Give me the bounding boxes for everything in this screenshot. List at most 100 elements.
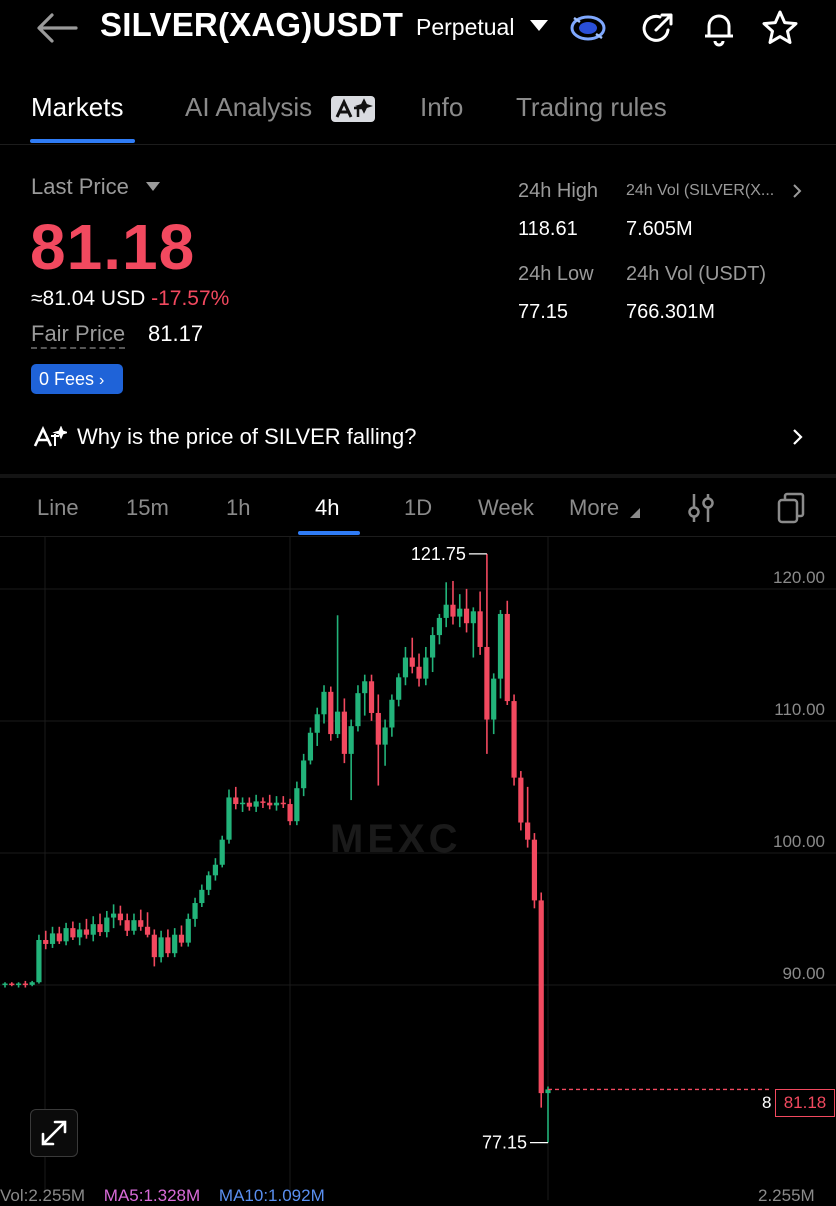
more-corner-icon [630, 508, 640, 518]
active-interval-indicator [298, 531, 360, 535]
bell-icon[interactable] [699, 8, 739, 48]
expand-chart-button[interactable] [30, 1109, 78, 1157]
interval-line[interactable]: Line [37, 495, 79, 520]
low-label: 24h Low [518, 263, 594, 285]
interval-1d[interactable]: 1D [404, 495, 433, 520]
candle-body [525, 822, 531, 840]
candle-body [463, 608, 470, 624]
tab-ai-analysis[interactable]: AI Analysis [185, 92, 313, 122]
expand-icon [41, 1120, 67, 1146]
chart-mode-icon[interactable] [776, 492, 806, 524]
usd-value: ≈81.04 USD [31, 287, 146, 310]
main-tabs: Markets AI Analysis Info Trading rules [0, 82, 836, 145]
candle-body [334, 711, 341, 735]
candle-body [206, 875, 212, 890]
candle-body [430, 635, 436, 658]
share-icon[interactable] [638, 8, 678, 48]
contract-dropdown-icon[interactable] [530, 20, 548, 31]
candle-body [226, 797, 232, 840]
back-arrow-icon[interactable] [34, 10, 80, 46]
candle-body [355, 693, 361, 727]
candle-body [43, 940, 49, 944]
interval-bar: Line 15m 1h 4h 1D Week More [0, 478, 836, 537]
candle-body [104, 917, 110, 933]
interval-week[interactable]: Week [478, 495, 534, 520]
contract-type[interactable]: Perpetual [416, 14, 515, 40]
vol-axis-label: 2.255M [758, 1186, 815, 1205]
candle-body [77, 929, 83, 938]
candle-body [538, 900, 544, 1094]
candle-body [246, 802, 252, 807]
chevron-right-icon: › [99, 372, 105, 389]
candle-body [165, 937, 171, 954]
candle-body [90, 924, 96, 935]
candle-body [260, 801, 266, 803]
candle-body [253, 801, 259, 807]
candle-body [341, 711, 347, 754]
candle-body [124, 920, 130, 931]
price-chart[interactable]: 120.00 110.00 100.00 90.00 121.75 77.15 MEXC … [0, 537, 836, 1205]
coin-badge-icon[interactable] [568, 8, 608, 48]
candle-body [158, 937, 164, 958]
candle-body [22, 983, 28, 986]
candle-body [511, 701, 517, 778]
ma10-value: MA10:1.092M [218, 1186, 325, 1205]
candle-body [484, 646, 490, 720]
candle-body [416, 666, 422, 679]
zero-fees-button[interactable]: 0 Fees › [31, 364, 123, 394]
candle-body [301, 760, 307, 789]
section-divider [0, 474, 836, 478]
candle-body [477, 611, 483, 647]
last-price-label[interactable]: Last Price [31, 174, 129, 199]
indicator-settings-icon[interactable] [686, 492, 716, 524]
candle-body [402, 657, 409, 678]
interval-more[interactable]: More [569, 495, 620, 520]
price-change: -17.57% [151, 287, 230, 310]
candle-body [504, 613, 510, 702]
candle-body [2, 983, 8, 986]
candle-body [280, 802, 286, 805]
high-marker-label: 121.75 [411, 544, 466, 564]
y-axis-label: 100.00 [773, 832, 825, 851]
vol-usdt-label: 24h Vol (USDT) [626, 263, 767, 285]
price-insight-row[interactable]: Why is the price of SILVER falling? [0, 412, 836, 462]
candle-body [409, 657, 415, 667]
candle-body [328, 691, 334, 735]
candle-body [267, 802, 273, 806]
candle-body [545, 1089, 551, 1094]
candle-body [307, 732, 314, 761]
candle-body [450, 604, 456, 617]
candle-body [436, 617, 442, 636]
interval-15m[interactable]: 15m [126, 495, 169, 520]
candle-body [9, 983, 15, 986]
interval-1h[interactable]: 1h [226, 495, 251, 520]
ma5-value: MA5:1.328M [103, 1186, 201, 1205]
current-price-edge-label: 8 [762, 1093, 772, 1112]
star-icon[interactable] [760, 8, 800, 48]
candle-body [63, 928, 69, 942]
ai-icon [33, 426, 67, 447]
symbol-title[interactable]: SILVER(XAG)USDT [100, 6, 404, 43]
fair-price-label[interactable]: Fair Price [31, 321, 126, 349]
top-bar: SILVER(XAG)USDT Perpetual [0, 0, 836, 60]
candle-body [389, 699, 395, 728]
candle-body [491, 678, 497, 720]
candle-body [151, 934, 157, 958]
vol-silver-value: 7.605M [626, 218, 693, 240]
candle-body [273, 802, 280, 806]
price-type-dropdown-icon[interactable] [146, 182, 160, 191]
candle-body [362, 681, 368, 694]
low-marker-label: 77.15 [482, 1133, 527, 1153]
tab-markets[interactable]: Markets [31, 92, 124, 122]
candle-body [172, 934, 178, 954]
candle-body [49, 933, 56, 944]
tab-trading-rules[interactable]: Trading rules [516, 92, 667, 122]
candle-body [97, 924, 103, 933]
vol-chevron-icon[interactable] [790, 182, 804, 200]
chevron-right-icon [793, 429, 803, 445]
candle-body [56, 933, 62, 942]
tab-info[interactable]: Info [420, 92, 464, 122]
interval-4h[interactable]: 4h [315, 495, 340, 520]
vol-silver-label[interactable]: 24h Vol (SILVER(X... [626, 182, 775, 199]
candlestick-chart[interactable]: 120.00 110.00 100.00 90.00 121.75 77.15 [0, 537, 836, 1200]
